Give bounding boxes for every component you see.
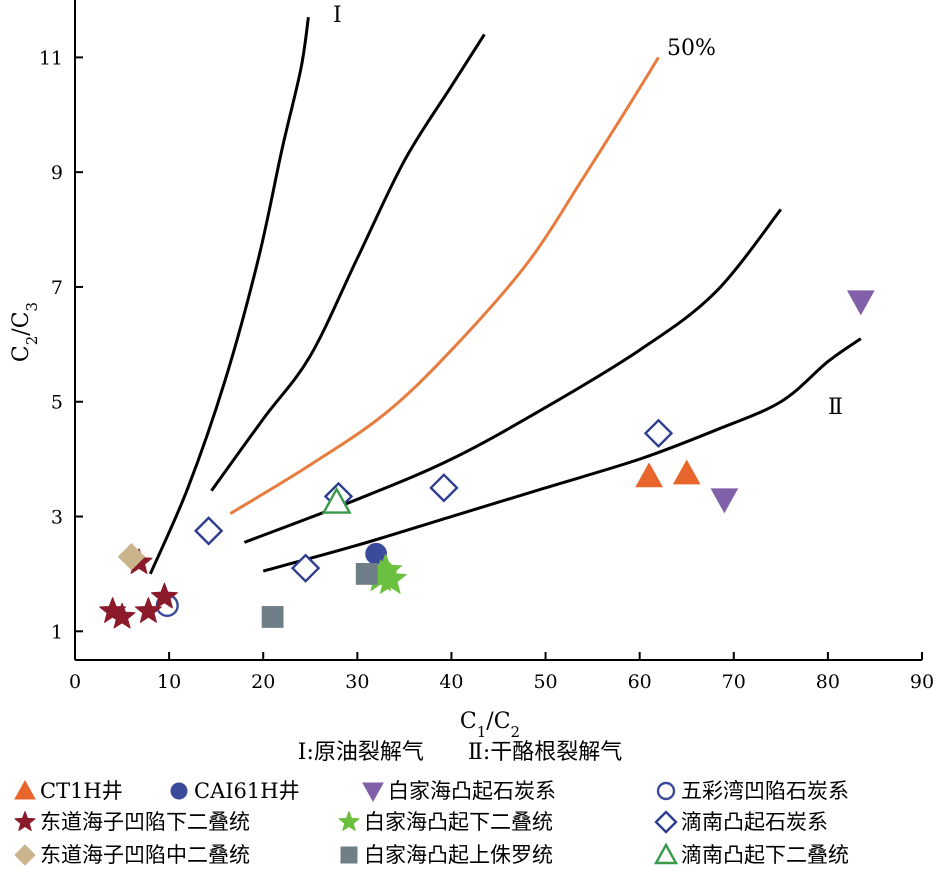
legend-item: 五彩湾凹陷石炭系 <box>656 779 849 803</box>
y-tick-label: 1 <box>51 621 63 643</box>
x-tick-label: 0 <box>69 671 81 693</box>
legend-label: 滴南凸起下二叠统 <box>681 843 849 867</box>
curve-label-1: Ⅰ <box>333 3 342 28</box>
curve-line-4 <box>243 208 783 544</box>
curve-line-1 <box>148 17 310 575</box>
y-tick-label: 3 <box>51 507 63 529</box>
y-tick-label: 11 <box>39 47 63 69</box>
legend-label: 白家海凸起下二叠统 <box>364 810 553 834</box>
x-tick-label: 30 <box>345 671 369 693</box>
ticks-layer: 0 10 20 30 40 50 60 70 80 90 1 3 5 7 9 11 <box>39 47 934 693</box>
curve-line-3 <box>229 56 660 515</box>
legend-marker <box>14 779 36 800</box>
legend-label: 东道海子凹陷下二叠统 <box>40 810 250 834</box>
x-axis-title: C1/C2 <box>460 709 520 741</box>
legend-marker <box>654 810 678 834</box>
x-tick-label: 50 <box>533 671 557 693</box>
legend-label: 白家海凸起上侏罗统 <box>364 843 553 867</box>
curves-layer <box>148 17 862 575</box>
curve-line-5 <box>262 337 862 573</box>
legend-item: CT1H井 <box>14 779 123 803</box>
legend-label: 白家海凸起石炭系 <box>388 779 556 803</box>
legend-item: 白家海凸起石炭系 <box>362 779 556 803</box>
legend-item: 白家海凸起下二叠统 <box>338 810 553 834</box>
legend-label: 东道海子凹陷中二叠统 <box>40 843 250 867</box>
data-point-series-7 <box>429 473 459 503</box>
legend-item: 滴南凸起下二叠统 <box>653 842 849 867</box>
legend-item: 东道海子凹陷中二叠统 <box>14 843 250 867</box>
legend-marker <box>656 781 676 801</box>
x-tick-label: 20 <box>251 671 275 693</box>
legend-item: 滴南凸起石炭系 <box>654 810 828 834</box>
x-tick-label: 40 <box>439 671 463 693</box>
legend-marker <box>362 782 384 803</box>
x-tick-label: 10 <box>157 671 181 693</box>
curve-note: Ⅰ:原油裂解气 Ⅱ:干酪根裂解气 <box>298 740 622 765</box>
data-point-series-9 <box>355 563 378 585</box>
data-point-series-7 <box>643 418 674 449</box>
legend-marker <box>170 782 188 800</box>
legend-marker <box>14 844 36 866</box>
x-tick-label: 80 <box>816 671 840 693</box>
data-point-series-9 <box>261 606 284 628</box>
x-tick-label: 70 <box>722 671 746 693</box>
data-point-series-3 <box>710 488 739 514</box>
legend-item: 白家海凸起上侏罗统 <box>340 843 553 867</box>
data-point-series-3 <box>846 290 875 316</box>
x-tick-label: 90 <box>910 671 934 693</box>
axes-layer <box>74 0 922 661</box>
data-point-series-1 <box>635 462 663 488</box>
data-point-series-7 <box>193 516 224 546</box>
data-point-series-1 <box>672 459 701 485</box>
legend-marker <box>14 811 36 831</box>
legend-label: CT1H井 <box>40 779 123 803</box>
legend-item: 东道海子凹陷下二叠统 <box>14 810 250 834</box>
data-point-series-8 <box>117 542 146 571</box>
data-point-series-10 <box>321 486 352 514</box>
data-point-series-5 <box>150 582 178 609</box>
y-tick-label: 7 <box>51 277 63 299</box>
legend-label: 滴南凸起石炭系 <box>681 810 828 834</box>
y-axis-title: C2/C3 <box>9 302 41 362</box>
points-layer <box>99 290 875 629</box>
data-point-series-6 <box>373 562 407 594</box>
data-point-series-7 <box>290 553 321 583</box>
legend-marker <box>340 846 358 864</box>
legend-marker <box>338 811 360 831</box>
legend-marker <box>653 842 679 865</box>
y-tick-label: 5 <box>51 392 63 414</box>
data-point-series-5 <box>108 602 136 629</box>
curve-label-2: Ⅱ <box>828 395 843 420</box>
legend-label: 五彩湾凹陷石炭系 <box>681 779 849 803</box>
legend-label: CAI61H井 <box>194 779 300 803</box>
curve-line-2 <box>210 33 486 492</box>
y-tick-label: 9 <box>51 162 63 184</box>
legend-item: CAI61H井 <box>170 779 300 803</box>
x-tick-label: 60 <box>628 671 652 693</box>
curve-label-50pct: 50% <box>667 36 716 61</box>
